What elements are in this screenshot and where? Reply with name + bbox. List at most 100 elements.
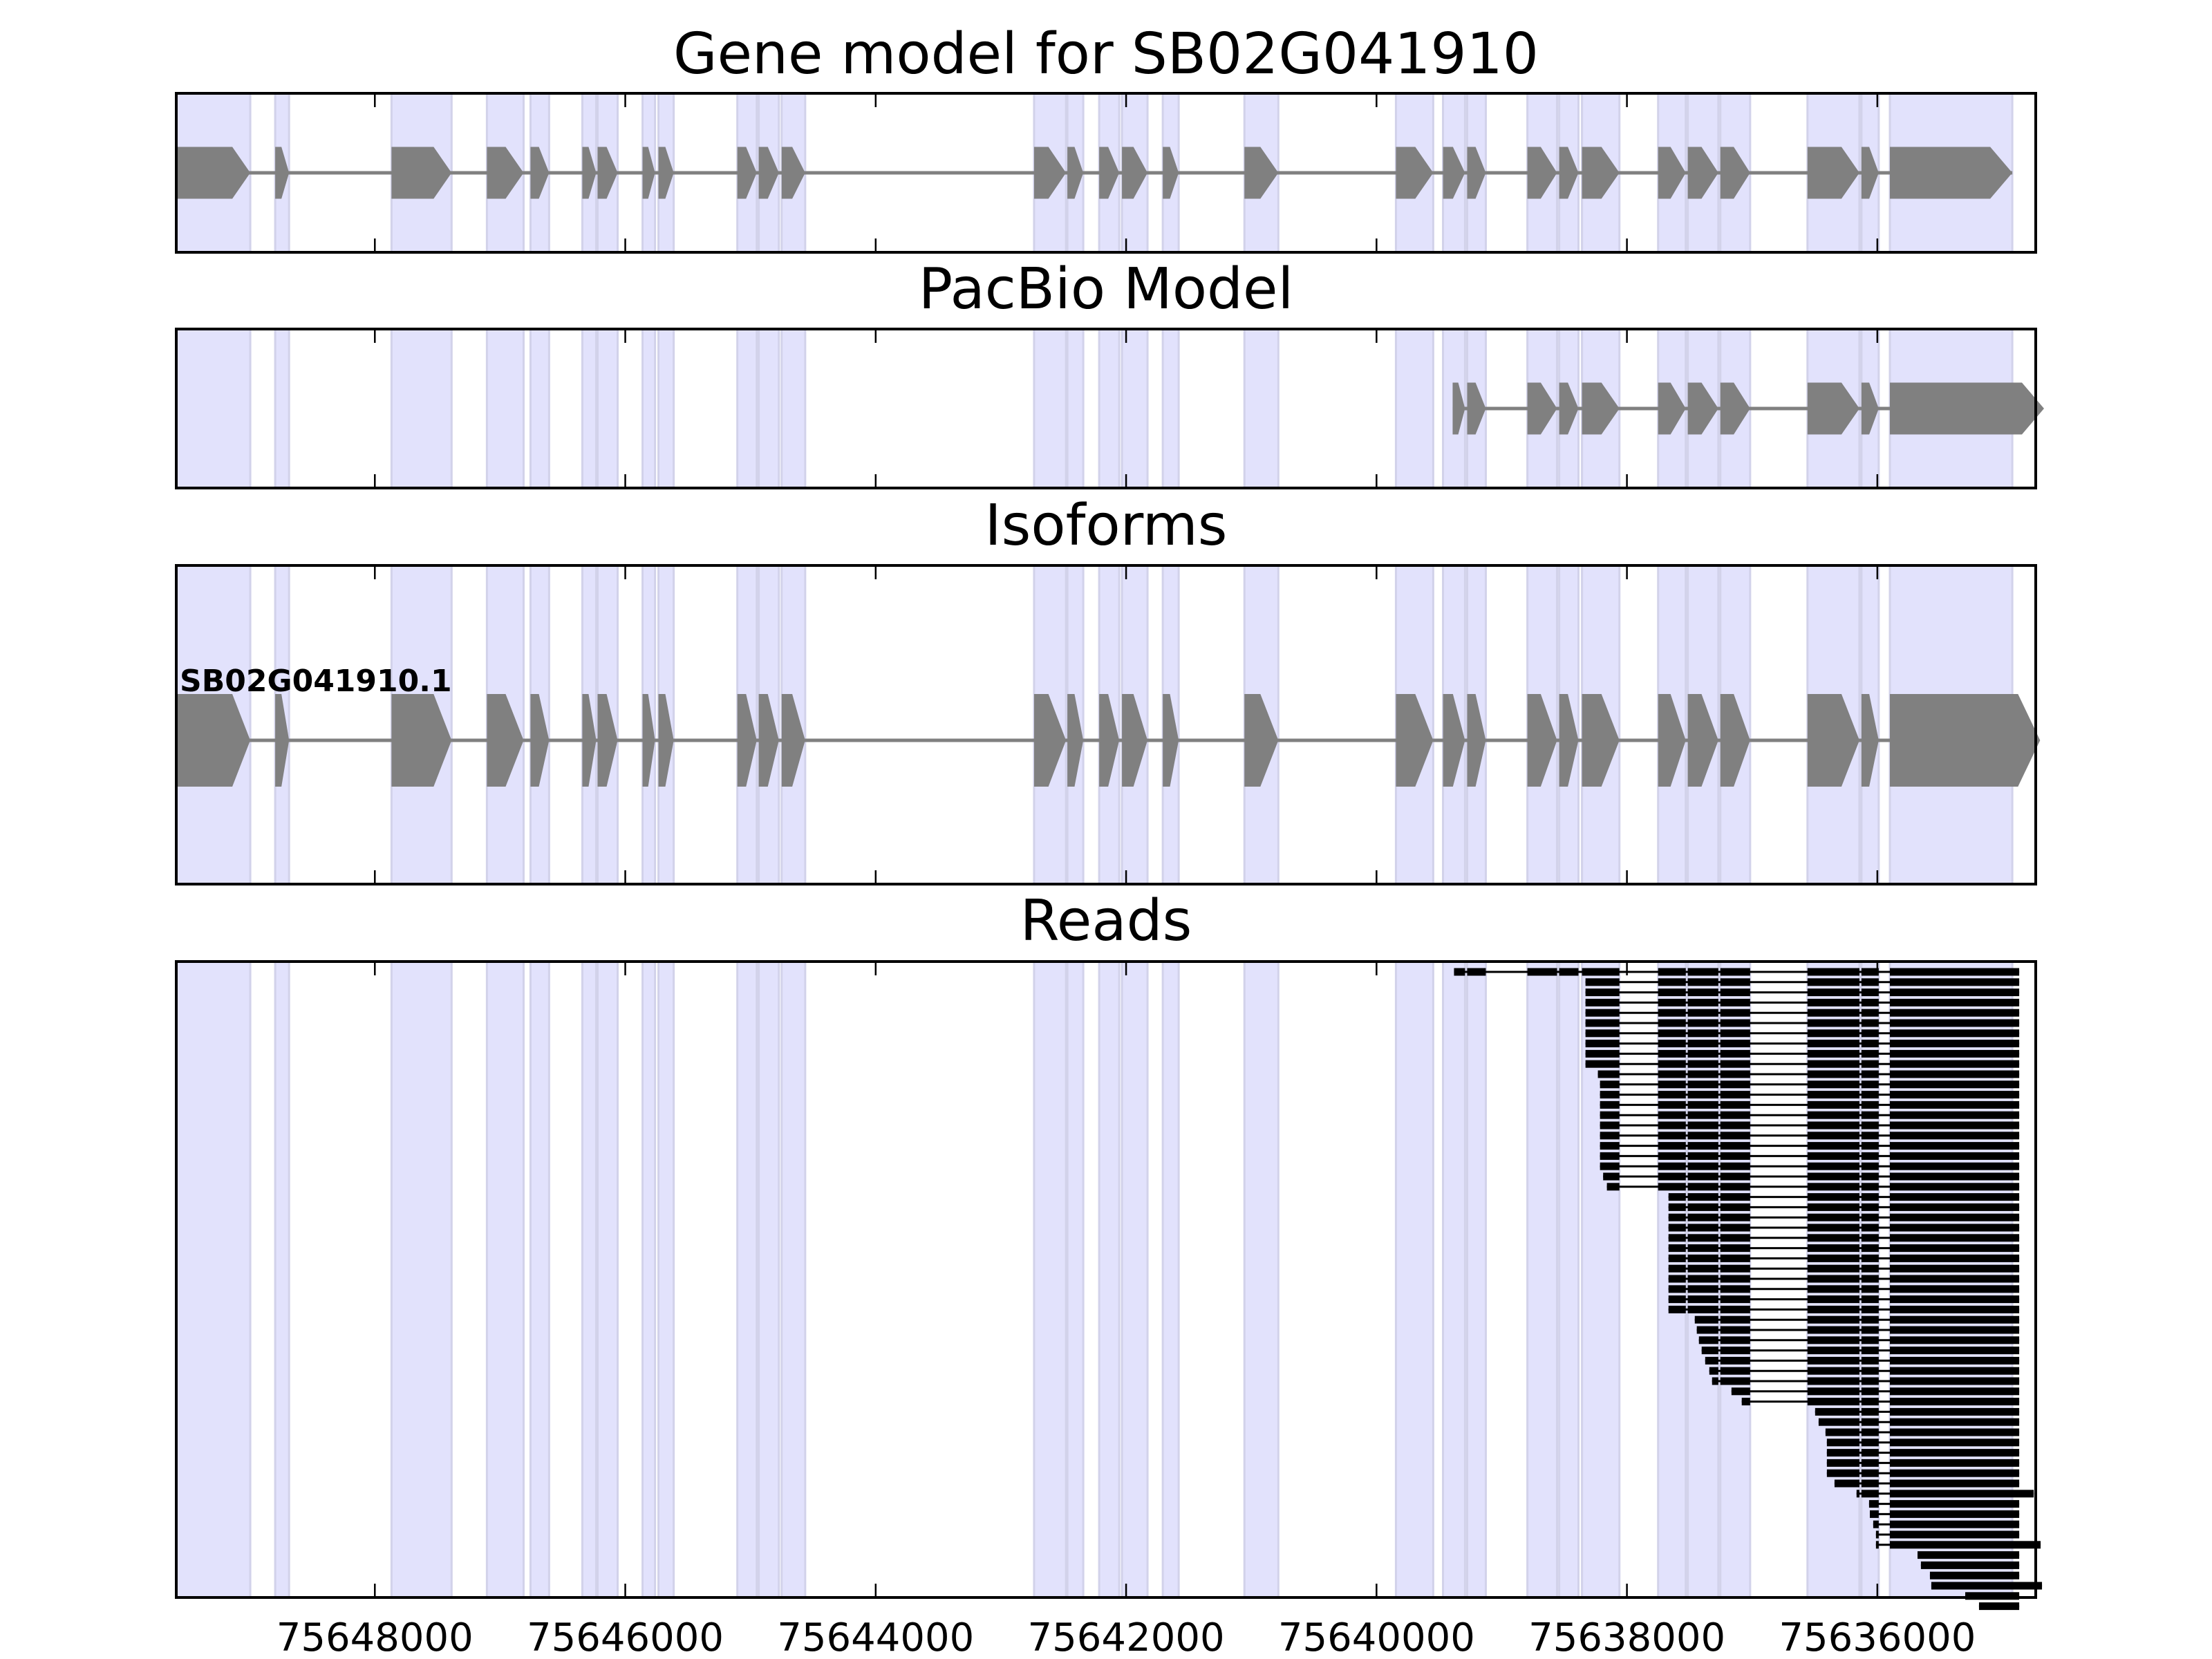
read-block (1861, 1009, 1879, 1017)
read-block (1807, 1060, 1859, 1068)
read-block (1889, 1132, 2020, 1140)
read-block (1889, 1193, 2020, 1201)
exon-block (1452, 382, 1465, 435)
exon-highlight-band (1098, 328, 1121, 489)
read-block (1889, 1183, 2020, 1191)
read-block (1861, 1295, 1879, 1304)
read-block (1889, 1541, 2041, 1549)
read-block (1807, 1347, 1859, 1355)
read-block (1807, 1285, 1859, 1293)
read-block (1889, 1490, 2034, 1498)
read-block (1600, 1142, 1620, 1150)
read-block (1687, 1254, 1718, 1262)
read-block (1807, 1213, 1859, 1221)
read (1826, 1438, 2020, 1447)
read-block (1861, 1449, 1879, 1457)
read-block (1807, 998, 1859, 1006)
read-block (1861, 1183, 1879, 1191)
read-block (1807, 1080, 1859, 1089)
exon-block (1067, 147, 1084, 199)
read-block (1687, 1132, 1718, 1140)
read-block (1861, 1213, 1879, 1221)
exon-highlight-band (390, 328, 453, 489)
read-block (1889, 1438, 2020, 1447)
read-block (1861, 978, 1879, 986)
read-block (1668, 1285, 1686, 1293)
read-block (1807, 1009, 1859, 1017)
read-block (1861, 1224, 1879, 1232)
read (1603, 1172, 2020, 1181)
read-block (1720, 1377, 1750, 1385)
read-block (1889, 1224, 2020, 1232)
read-block (1856, 1490, 1859, 1498)
exon-block (1163, 147, 1179, 199)
exon-block (1559, 382, 1579, 435)
read-block (1807, 1336, 1859, 1344)
read-block (1807, 1152, 1859, 1160)
x-tick-label: 75638000 (1528, 1615, 1725, 1659)
exon-highlight-band (1465, 960, 1487, 1599)
read-block (1889, 1387, 2020, 1396)
read-block (1687, 1275, 1718, 1283)
read (1709, 1367, 2020, 1375)
exon-highlight-band (274, 328, 290, 489)
read-block (1687, 1213, 1718, 1221)
read-block (1658, 1111, 1686, 1119)
read-block (1658, 988, 1686, 997)
read-block (1861, 1121, 1879, 1130)
read-block (1720, 1183, 1750, 1191)
read-block (1869, 1510, 1879, 1518)
exon-block (1527, 694, 1557, 787)
read-block (1807, 968, 1859, 976)
read-block (1658, 1009, 1686, 1017)
read-block (1807, 1244, 1859, 1253)
read-block (1720, 1049, 1750, 1058)
read-block (1889, 1254, 2020, 1262)
read-block (1873, 1520, 1879, 1528)
read-block (1889, 1213, 2020, 1221)
read-block (1687, 1305, 1718, 1313)
read (1585, 1029, 2020, 1038)
exon-block (1807, 382, 1859, 435)
x-tick-label: 75642000 (1028, 1615, 1225, 1659)
read-block (1875, 1530, 1879, 1539)
read-block (1720, 1152, 1750, 1160)
read (1668, 1213, 2020, 1221)
read-block (1658, 1080, 1686, 1089)
read-block (1687, 1070, 1718, 1078)
read-block (1918, 1551, 2020, 1559)
read-block (1861, 1326, 1879, 1334)
read-block (1585, 988, 1620, 997)
read-block (1889, 1172, 2020, 1181)
read-block (1889, 1459, 2020, 1467)
read-block (1687, 1162, 1718, 1170)
exon-highlight-band (597, 328, 619, 489)
title-pacbio-model: PacBio Model (919, 256, 1294, 322)
read-block (1889, 1449, 2020, 1457)
axes-frame (175, 960, 2037, 1599)
read-block (1668, 1244, 1686, 1253)
x-tick-label: 75640000 (1278, 1615, 1475, 1659)
exon-block (1582, 382, 1620, 435)
read-block (1889, 1356, 2020, 1365)
read-block (1889, 1377, 2020, 1385)
exon-block (1720, 382, 1750, 435)
read (1705, 1356, 2020, 1365)
read-block (1807, 1315, 1859, 1324)
read (1600, 1111, 2020, 1119)
exon-block (658, 694, 674, 787)
read-block (1889, 998, 2020, 1006)
read-block (1889, 1203, 2020, 1211)
read-block (1720, 1091, 1750, 1099)
read-block (1889, 1142, 2020, 1150)
read-block (1861, 1347, 1879, 1355)
exon-block (275, 694, 290, 787)
read (1600, 1091, 2020, 1099)
read-block (1720, 1213, 1750, 1221)
read-block (1687, 1121, 1718, 1130)
read-block (1467, 968, 1486, 976)
x-tick-label: 75636000 (1779, 1615, 1976, 1659)
exon-block (1807, 147, 1859, 199)
read-block (1720, 1040, 1750, 1048)
read-block (1807, 1111, 1859, 1119)
